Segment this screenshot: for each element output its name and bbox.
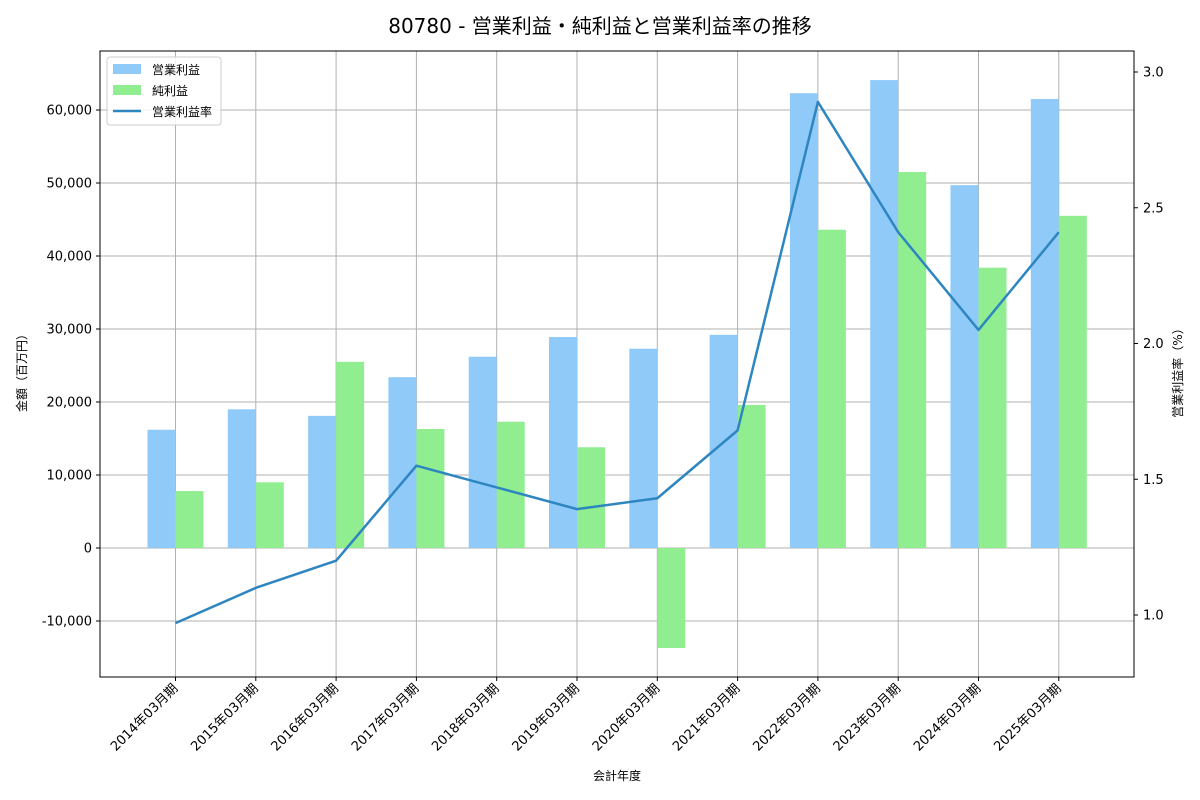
x-tick-label: 2015年03月期 <box>188 681 261 754</box>
legend-label-operating-margin: 営業利益率 <box>152 104 212 119</box>
y-tick-label: 40,000 <box>47 250 93 265</box>
y-tick-label: 30,000 <box>47 323 93 338</box>
legend-swatch-operating-profit <box>113 64 141 74</box>
x-tick-label: 2022年03月期 <box>750 681 823 754</box>
bar-net-income <box>496 421 525 548</box>
y-axis-label: 金額（百万円） <box>14 328 29 412</box>
legend: 営業利益 純利益 営業利益率 <box>106 56 222 126</box>
x-tick-label: 2023年03月期 <box>831 681 904 754</box>
x-tick-label: 2019年03月期 <box>510 681 583 754</box>
bar-operating-profit <box>629 348 658 548</box>
x-tick-label: 2017年03月期 <box>349 681 422 754</box>
bar-operating-profit <box>1030 99 1059 549</box>
x-tick-label: 2014年03月期 <box>108 681 181 754</box>
bar-net-income <box>737 404 766 548</box>
y-tick-label: 20,000 <box>47 396 93 411</box>
y2-tick-label: 3.0 <box>1143 66 1164 81</box>
bars <box>147 80 1087 649</box>
y-tick-label: 10,000 <box>47 469 93 484</box>
y2-axis-label: 営業利益率（%） <box>1170 322 1185 417</box>
bar-net-income <box>577 447 605 548</box>
bar-operating-profit <box>147 429 176 548</box>
line-operating-margin <box>174 100 1060 625</box>
bar-net-income <box>1058 215 1087 548</box>
bar-operating-profit <box>870 80 899 548</box>
bar-operating-profit <box>308 415 337 548</box>
bar-net-income <box>978 267 1007 548</box>
operating-margin-line <box>174 100 1060 625</box>
bar-net-income <box>416 429 445 548</box>
bar-operating-profit <box>468 356 497 548</box>
right-y-axis: 1.0 1.5 2.0 2.5 3.0 <box>1134 66 1164 624</box>
bar-net-income <box>657 548 686 649</box>
bar-net-income <box>175 491 204 548</box>
chart-title: 80780 - 営業利益・純利益と営業利益率の推移 <box>388 14 812 38</box>
y-tick-label: 60,000 <box>47 104 93 119</box>
y2-tick-label: 2.5 <box>1143 201 1164 216</box>
x-tick-label: 2020年03月期 <box>590 681 663 754</box>
x-axis-label: 会計年度 <box>593 768 641 783</box>
y2-tick-label: 1.5 <box>1143 473 1164 488</box>
bar-net-income <box>898 172 927 549</box>
y2-tick-label: 1.0 <box>1143 609 1164 624</box>
bar-operating-profit <box>789 93 818 549</box>
x-axis: 2014年03月期 2015年03月期 2016年03月期 2017年03月期 2018… <box>108 677 1065 755</box>
bar-net-income <box>255 482 284 548</box>
legend-label-operating-profit: 営業利益 <box>152 63 200 77</box>
bar-operating-profit <box>388 377 417 548</box>
x-tick-label: 2016年03月期 <box>269 681 342 754</box>
y-tick-label: -10,000 <box>42 615 92 630</box>
x-tick-label: 2025年03月期 <box>991 681 1064 754</box>
left-y-axis: -10,000 0 10,000 20,000 30,000 40,000 50,000 60… <box>42 104 100 630</box>
x-tick-label: 2021年03月期 <box>670 681 743 754</box>
bar-net-income <box>336 361 365 548</box>
bar-operating-profit <box>227 409 256 548</box>
bar-operating-profit <box>549 337 577 548</box>
x-tick-label: 2018年03月期 <box>429 681 502 754</box>
y2-tick-label: 2.0 <box>1143 337 1164 352</box>
plot-frame <box>99 50 1135 678</box>
bar-operating-profit <box>950 185 979 548</box>
legend-swatch-net-income <box>113 85 141 95</box>
y-tick-label: 0 <box>84 542 92 557</box>
bar-net-income <box>817 229 846 548</box>
legend-label-net-income: 純利益 <box>152 84 188 98</box>
x-tick-label: 2024年03月期 <box>911 681 984 754</box>
y-tick-label: 50,000 <box>47 177 93 192</box>
